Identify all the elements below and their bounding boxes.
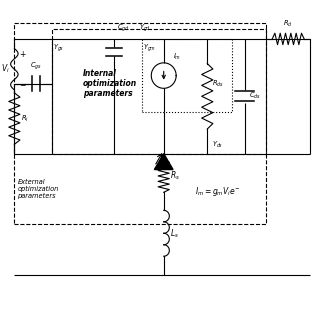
Text: $Y_{gm}$: $Y_{gm}$	[143, 42, 157, 54]
Text: $R_d$: $R_d$	[284, 19, 293, 29]
Text: $I_m$: $I_m$	[173, 52, 181, 62]
Text: $Y_{ds}$: $Y_{ds}$	[212, 140, 223, 150]
Text: $R_s$: $R_s$	[170, 170, 180, 182]
Text: $L_s$: $L_s$	[170, 227, 179, 240]
Bar	[52, 29, 267, 154]
Text: $-$: $-$	[19, 79, 27, 88]
Text: External
optimization
parameters: External optimization parameters	[18, 179, 59, 199]
Text: $C_{gd}$: $C_{gd}$	[117, 23, 130, 34]
Text: $R_i$: $R_i$	[20, 114, 28, 124]
Text: $I_m = g_m V_i e^{-}$: $I_m = g_m V_i e^{-}$	[195, 185, 240, 198]
Text: $Y_{gd}$: $Y_{gd}$	[139, 23, 151, 34]
Bar	[142, 39, 232, 112]
Polygon shape	[154, 154, 173, 170]
Text: +: +	[19, 50, 25, 59]
Text: Internal
optimization
parameters: Internal optimization parameters	[83, 68, 137, 99]
Text: $Y_{gs}$: $Y_{gs}$	[53, 42, 65, 54]
Text: $C_{ds}$: $C_{ds}$	[249, 91, 261, 101]
Text: $V_i$: $V_i$	[1, 63, 10, 76]
Text: $C_{gs}$: $C_{gs}$	[30, 61, 42, 72]
Bar	[14, 23, 267, 224]
Text: $R_{ds}$: $R_{ds}$	[212, 78, 224, 89]
